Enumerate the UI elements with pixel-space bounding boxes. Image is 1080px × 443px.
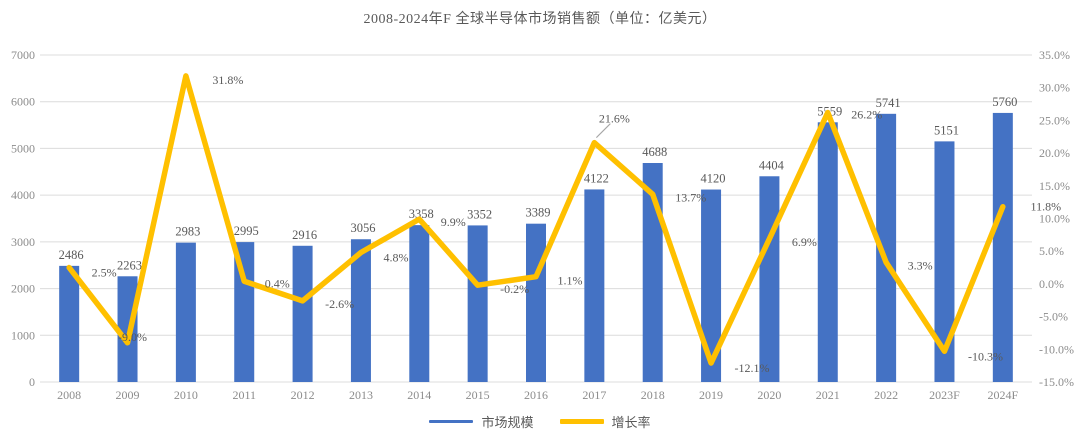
growth-rate-label: -2.6% bbox=[325, 297, 354, 311]
growth-rate-label: 0.4% bbox=[265, 276, 290, 290]
x-axis-label: 2011 bbox=[232, 388, 256, 402]
right-axis-tick: -10.0% bbox=[1039, 342, 1074, 356]
growth-rate-label: -10.3% bbox=[968, 349, 1003, 363]
growth-rate-label: -9.0% bbox=[118, 330, 147, 344]
bar-value-label: 5151 bbox=[934, 123, 959, 137]
bar-value-label: 2263 bbox=[117, 258, 142, 272]
x-axis-label: 2012 bbox=[291, 388, 315, 402]
chart-title: 2008-2024年F 全球半导体市场销售额（单位：亿美元） bbox=[363, 12, 717, 27]
x-axis-label: 2017 bbox=[582, 388, 606, 402]
legend-label-market-size: 市场规模 bbox=[481, 415, 534, 430]
bar-market-size bbox=[467, 225, 488, 382]
growth-rate-label: 1.1% bbox=[558, 274, 583, 288]
bar-value-label: 2486 bbox=[59, 248, 84, 262]
bar-value-label: 4688 bbox=[642, 145, 667, 159]
growth-rate-label: -0.2% bbox=[500, 282, 529, 296]
x-axis-label: 2024F bbox=[987, 388, 1018, 402]
x-axis-label: 2009 bbox=[116, 388, 140, 402]
growth-rate-label: 6.9% bbox=[792, 235, 817, 249]
left-axis-tick: 5000 bbox=[11, 141, 35, 155]
bar-market-size bbox=[117, 276, 138, 382]
growth-rate-label: 31.8% bbox=[212, 73, 243, 87]
legend-line-swatch bbox=[559, 419, 604, 424]
left-axis-tick: 0 bbox=[29, 375, 35, 389]
growth-rate-label: 13.7% bbox=[675, 190, 706, 204]
x-axis-label: 2013 bbox=[349, 388, 373, 402]
label-leader-line bbox=[595, 123, 611, 139]
x-axis-label: 2014 bbox=[407, 388, 431, 402]
bar-market-size bbox=[526, 223, 546, 382]
growth-rate-label: 11.8% bbox=[1031, 200, 1062, 214]
legend-bar-swatch bbox=[429, 420, 474, 423]
bar-market-size bbox=[934, 141, 955, 382]
bar-value-label: 5760 bbox=[992, 95, 1017, 109]
growth-rate-label: -12.1% bbox=[735, 361, 770, 375]
growth-rate-line bbox=[66, 73, 1006, 366]
legend-item-growth-rate: 增长率 bbox=[559, 412, 651, 431]
x-axis-label: 2020 bbox=[757, 388, 781, 402]
x-axis-label: 2019 bbox=[699, 388, 723, 402]
x-axis-label: 2015 bbox=[466, 388, 490, 402]
bar-value-label: 3056 bbox=[350, 221, 375, 235]
bar-market-size bbox=[759, 176, 780, 382]
bar-value-label: 3352 bbox=[467, 207, 492, 221]
legend-item-market-size: 市场规模 bbox=[429, 412, 534, 431]
growth-rate-label: 9.9% bbox=[441, 215, 466, 229]
right-axis-tick: 15.0% bbox=[1039, 179, 1070, 193]
right-axis-tick: 35.0% bbox=[1039, 48, 1070, 62]
bar-value-label: 2916 bbox=[292, 228, 317, 242]
bar-market-size bbox=[409, 225, 430, 382]
bar-market-size bbox=[350, 239, 371, 382]
growth-rate-label: 3.3% bbox=[908, 258, 933, 272]
bar-value-label: 3358 bbox=[409, 207, 434, 221]
bar-market-size bbox=[642, 163, 663, 382]
left-axis-tick: 4000 bbox=[11, 188, 35, 202]
x-axis-label: 2021 bbox=[816, 388, 840, 402]
bar-value-label: 5741 bbox=[876, 96, 901, 110]
right-axis-tick: 10.0% bbox=[1039, 212, 1070, 226]
bar-value-label: 2995 bbox=[234, 224, 259, 238]
left-axis-tick: 7000 bbox=[11, 48, 35, 62]
legend-label-growth-rate: 增长率 bbox=[611, 415, 651, 430]
right-axis-tick: -15.0% bbox=[1039, 375, 1074, 389]
growth-rate-label: 4.8% bbox=[383, 251, 408, 265]
left-axis-tick: 6000 bbox=[11, 95, 35, 109]
left-axis-tick: 2000 bbox=[11, 282, 35, 296]
x-axis-label: 2016 bbox=[524, 388, 548, 402]
growth-rate-label: 26.2% bbox=[851, 108, 882, 122]
bar-market-size bbox=[175, 242, 196, 382]
right-axis-tick: -5.0% bbox=[1039, 310, 1068, 324]
right-axis-tick: 30.0% bbox=[1039, 81, 1070, 95]
bar-market-size bbox=[817, 122, 838, 383]
left-axis-tick: 1000 bbox=[11, 328, 35, 342]
growth-rate-label: 21.6% bbox=[599, 112, 630, 126]
bar-market-size bbox=[992, 112, 1013, 382]
x-axis-label: 2023F bbox=[929, 388, 960, 402]
bar-market-size bbox=[701, 189, 722, 382]
chart-legend: 市场规模 增长率 bbox=[0, 412, 1080, 431]
x-axis-label: 2018 bbox=[641, 388, 665, 402]
bar-market-size bbox=[234, 242, 255, 382]
bar-market-size bbox=[59, 265, 80, 382]
x-axis-label: 2008 bbox=[57, 388, 81, 402]
bar-market-size bbox=[876, 113, 897, 382]
bar-market-size bbox=[584, 189, 605, 382]
right-axis-tick: 25.0% bbox=[1039, 113, 1070, 127]
right-axis-tick: 5.0% bbox=[1039, 244, 1064, 258]
growth-rate-label: 2.5% bbox=[92, 266, 117, 280]
right-axis-tick: 0.0% bbox=[1039, 277, 1064, 291]
right-axis-tick: 20.0% bbox=[1039, 146, 1070, 160]
left-axis-tick: 3000 bbox=[11, 235, 35, 249]
bar-value-label: 3389 bbox=[526, 206, 551, 220]
x-axis-label: 2022 bbox=[874, 388, 898, 402]
bar-value-label: 4120 bbox=[701, 172, 726, 186]
bar-market-size bbox=[292, 245, 313, 382]
bar-value-label: 4122 bbox=[584, 171, 609, 185]
x-axis-label: 2010 bbox=[174, 388, 198, 402]
bar-value-label: 2983 bbox=[175, 225, 200, 239]
bar-value-label: 4404 bbox=[759, 158, 785, 172]
